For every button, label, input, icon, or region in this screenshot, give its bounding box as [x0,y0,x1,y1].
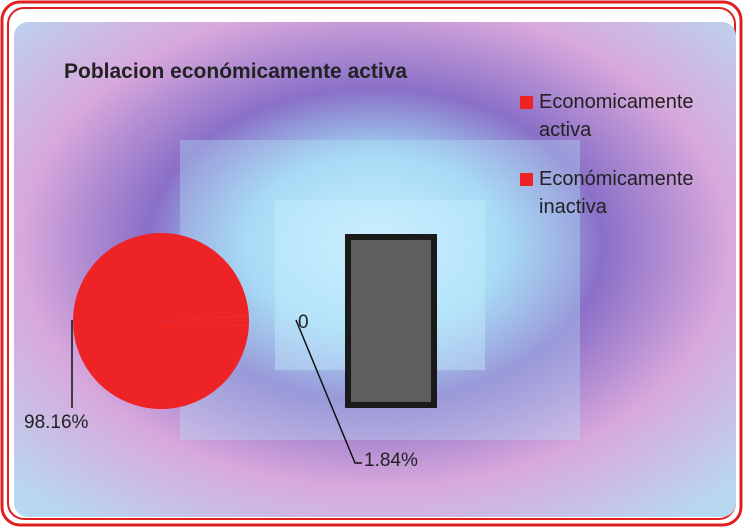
legend-swatch [520,173,533,186]
annotation: 0 [298,312,309,333]
decor-box [345,234,437,408]
chart-title: Poblacion económicamente activa [64,60,408,83]
data-label: 1.84% [364,450,418,471]
pie [73,233,249,409]
legend-entry: Economicamente activa [520,88,735,144]
legend-entry: Económicamente inactiva [520,165,735,221]
leader-line [295,319,362,464]
legend-label: Económicamente inactiva [539,168,694,218]
legend-swatch [520,96,533,109]
legend-label: Economicamente activa [539,91,694,141]
pie-slice [161,315,249,327]
pie-slice [73,233,249,409]
data-label: 98.16% [24,412,89,433]
